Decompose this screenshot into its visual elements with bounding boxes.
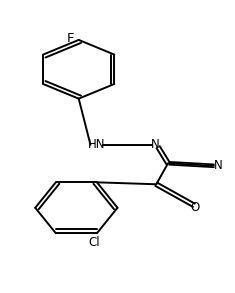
Text: N: N	[214, 159, 223, 172]
Text: HN: HN	[88, 138, 105, 151]
Text: O: O	[190, 201, 200, 214]
Text: F: F	[67, 32, 74, 45]
Text: N: N	[151, 138, 160, 151]
Text: Cl: Cl	[89, 236, 100, 249]
